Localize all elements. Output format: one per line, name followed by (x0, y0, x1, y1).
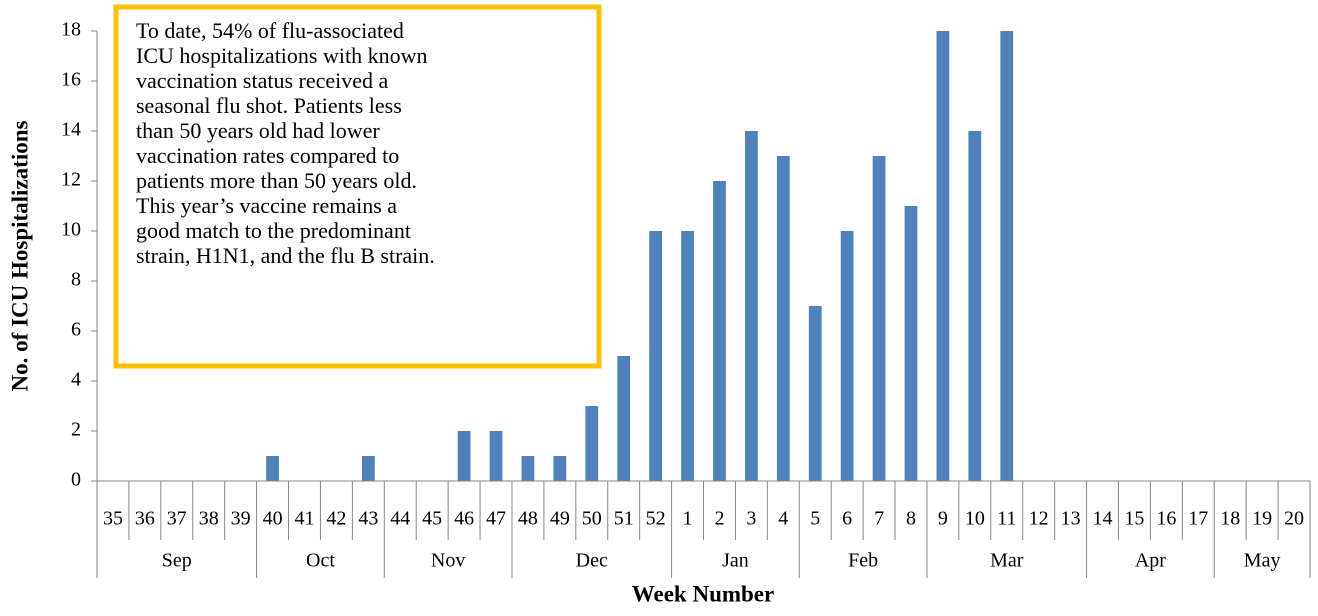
x-tick-label: 3 (746, 508, 756, 530)
x-tick-label: 7 (874, 508, 884, 530)
x-tick-label: 43 (358, 508, 378, 530)
bar (457, 431, 471, 481)
x-tick-label: 6 (842, 508, 852, 530)
annotation-line: To date, 54% of flu-associated (136, 18, 404, 43)
x-tick-label: 13 (1061, 508, 1081, 530)
y-tick-label: 12 (61, 169, 81, 191)
x-tick-label: 14 (1093, 508, 1113, 530)
month-label: Sep (162, 550, 192, 572)
x-tick-label: 39 (231, 508, 251, 530)
bar (840, 231, 854, 481)
bar (776, 156, 790, 481)
month-label: Dec (576, 550, 608, 572)
x-tick-label: 48 (518, 508, 538, 530)
x-tick-label: 36 (135, 508, 155, 530)
x-tick-label: 15 (1124, 508, 1144, 530)
bar (553, 456, 567, 481)
y-tick-label: 10 (61, 219, 81, 241)
x-tick-label: 17 (1188, 508, 1208, 530)
x-tick-label: 2 (714, 508, 724, 530)
x-tick-label: 20 (1284, 508, 1304, 530)
month-label: Oct (306, 550, 335, 572)
annotation-line: vaccination status received a (136, 68, 389, 93)
x-tick-label: 46 (454, 508, 474, 530)
x-tick-label: 11 (997, 508, 1016, 530)
bar (521, 456, 535, 481)
annotation-box (113, 4, 602, 369)
x-tick-label: 42 (326, 508, 346, 530)
x-tick-label: 41 (294, 508, 314, 530)
annotation-line: vaccination rates compared to (136, 143, 399, 168)
x-tick-label: 52 (646, 508, 666, 530)
x-tick-label: 9 (938, 508, 948, 530)
month-label: Jan (722, 550, 749, 572)
y-tick-label: 16 (61, 69, 81, 91)
x-tick-label: 40 (263, 508, 283, 530)
annotation-line: patients more than 50 years old. (136, 168, 417, 193)
y-axis-title: No. of ICU Hospitalizations (7, 121, 32, 392)
annotation-line: strain, H1N1, and the flu B strain. (136, 243, 435, 268)
annotation-line: seasonal flu shot. Patients less (136, 93, 402, 118)
annotation-line: good match to the predominant (136, 218, 411, 243)
x-tick-label: 4 (778, 508, 788, 530)
y-tick-label: 2 (71, 419, 81, 441)
x-tick-label: 50 (582, 508, 602, 530)
x-tick-label: 19 (1252, 508, 1272, 530)
annotation-line: than 50 years old had lower (136, 118, 380, 143)
bar (361, 456, 375, 481)
y-tick-label: 4 (71, 369, 81, 391)
month-label: Mar (990, 550, 1024, 572)
bar (968, 131, 982, 481)
x-axis-title: Week Number (632, 581, 774, 606)
x-tick-label: 1 (683, 508, 693, 530)
y-tick-label: 6 (71, 319, 81, 341)
x-tick-label: 38 (199, 508, 219, 530)
x-tick-label: 8 (906, 508, 916, 530)
y-tick-label: 8 (71, 269, 81, 291)
month-label: May (1244, 550, 1281, 572)
bar (649, 231, 663, 481)
bar (808, 306, 822, 481)
bar (713, 181, 726, 481)
month-label: Nov (431, 550, 465, 572)
x-tick-label: 10 (965, 508, 985, 530)
x-tick-label: 37 (167, 508, 187, 530)
x-tick-label: 49 (550, 508, 570, 530)
x-tick-label: 18 (1220, 508, 1240, 530)
bar (872, 156, 886, 481)
x-tick-label: 12 (1029, 508, 1049, 530)
month-label: Feb (848, 550, 878, 572)
x-tick-label: 16 (1156, 508, 1176, 530)
bar (936, 31, 950, 481)
month-label: Apr (1135, 550, 1166, 572)
bar (681, 231, 694, 481)
bar (266, 456, 279, 481)
y-tick-label: 18 (61, 19, 81, 41)
bar (489, 431, 503, 481)
y-tick-label: 14 (61, 119, 81, 141)
bar (744, 131, 758, 481)
bar (1000, 31, 1014, 481)
x-tick-label: 5 (810, 508, 820, 530)
annotation-line: This year’s vaccine remains a (136, 193, 397, 218)
bar (904, 206, 918, 481)
x-tick-label: 44 (390, 508, 410, 530)
bar (585, 406, 599, 481)
x-tick-label: 47 (486, 508, 506, 530)
x-tick-label: 35 (103, 508, 123, 530)
y-tick-label: 0 (71, 469, 81, 491)
x-tick-label: 51 (614, 508, 634, 530)
bar (617, 356, 631, 481)
x-tick-label: 45 (422, 508, 442, 530)
annotation-line: ICU hospitalizations with known (136, 43, 427, 68)
